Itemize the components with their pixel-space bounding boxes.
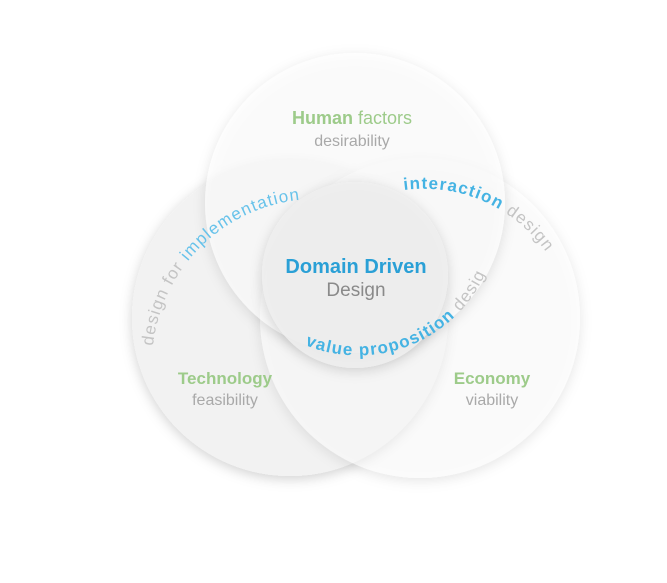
human-factors-title-rest: factors: [352, 108, 413, 128]
technology-label: Technology feasibility: [150, 369, 300, 411]
center-label: Domain Driven Design: [256, 255, 456, 303]
human-factors-label: Human factors desirability: [252, 108, 452, 151]
human-factors-subtitle: desirability: [314, 132, 390, 150]
center-title-line1: Domain Driven: [285, 256, 427, 278]
center-circle: [262, 182, 448, 368]
human-factors-title-strong: Human: [291, 108, 353, 128]
technology-subtitle: feasibility: [192, 392, 258, 410]
technology-title: Technology: [177, 369, 273, 388]
center-title-line2: Design: [326, 280, 386, 301]
economy-label: Economy viability: [417, 369, 567, 411]
economy-title: Economy: [453, 369, 531, 388]
economy-subtitle: viability: [465, 392, 519, 410]
